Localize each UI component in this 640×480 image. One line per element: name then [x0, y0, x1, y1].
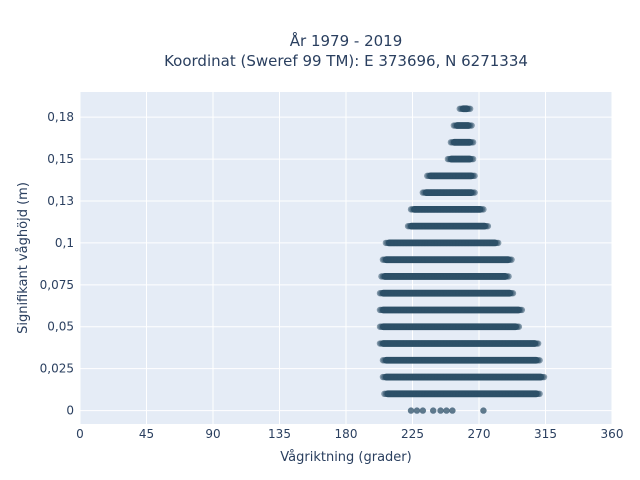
data-point	[466, 105, 474, 112]
y-tick-label: 0,025	[40, 362, 74, 376]
data-point	[484, 222, 492, 230]
x-axis-label: Vågriktning (grader)	[280, 450, 411, 465]
data-point	[505, 273, 512, 280]
y-tick-label: 0,15	[47, 152, 74, 166]
y-tick-label: 0,05	[47, 320, 74, 334]
data-point	[471, 189, 478, 196]
y-tick-label: 0,13	[47, 194, 74, 208]
grid-lines	[79, 92, 613, 424]
chart-title-line1: År 1979 - 2019	[290, 31, 403, 50]
data-point	[407, 407, 415, 414]
data-point	[480, 206, 487, 213]
data-point	[429, 407, 437, 414]
x-tick-label: 45	[139, 427, 154, 441]
data-point	[437, 407, 444, 414]
x-tick-label: 0	[76, 427, 84, 441]
data-point	[536, 357, 543, 364]
data-point	[515, 323, 523, 330]
data-point	[471, 172, 478, 180]
data-point	[469, 139, 477, 146]
data-point	[518, 306, 526, 314]
data-point	[536, 390, 543, 398]
y-tick-label: 0,075	[40, 278, 74, 292]
x-tick-label: 90	[205, 427, 220, 441]
data-point	[468, 122, 475, 129]
data-point	[419, 407, 427, 414]
data-point	[509, 290, 517, 297]
y-axis-ticks: 0 0,025 0,05 0,075 0,1 0,13 0,15 0,18	[40, 110, 74, 417]
data-point	[480, 407, 487, 414]
data-point	[540, 373, 548, 381]
y-tick-label: 0,1	[55, 236, 74, 250]
data-point	[449, 407, 456, 414]
x-tick-label: 225	[401, 427, 424, 441]
data-point	[534, 340, 542, 347]
y-axis-label: Signifikant våghöjd (m)	[16, 182, 31, 334]
data-points	[376, 105, 548, 414]
data-point	[508, 256, 515, 263]
data-point	[469, 155, 477, 163]
chart-title-line2: Koordinat (Sweref 99 TM): E 373696, N 62…	[164, 52, 528, 70]
x-tick-label: 135	[268, 427, 291, 441]
data-point	[413, 407, 421, 414]
data-point	[443, 407, 450, 414]
x-tick-label: 270	[468, 427, 491, 441]
x-tick-label: 180	[335, 427, 358, 441]
x-tick-label: 360	[601, 427, 624, 441]
x-axis-ticks: 0 45 90 135 180 225 270 315 360	[76, 427, 623, 441]
x-tick-label: 315	[534, 427, 557, 441]
y-tick-label: 0,18	[47, 110, 74, 124]
data-point	[495, 239, 502, 247]
y-tick-label: 0	[66, 404, 74, 418]
